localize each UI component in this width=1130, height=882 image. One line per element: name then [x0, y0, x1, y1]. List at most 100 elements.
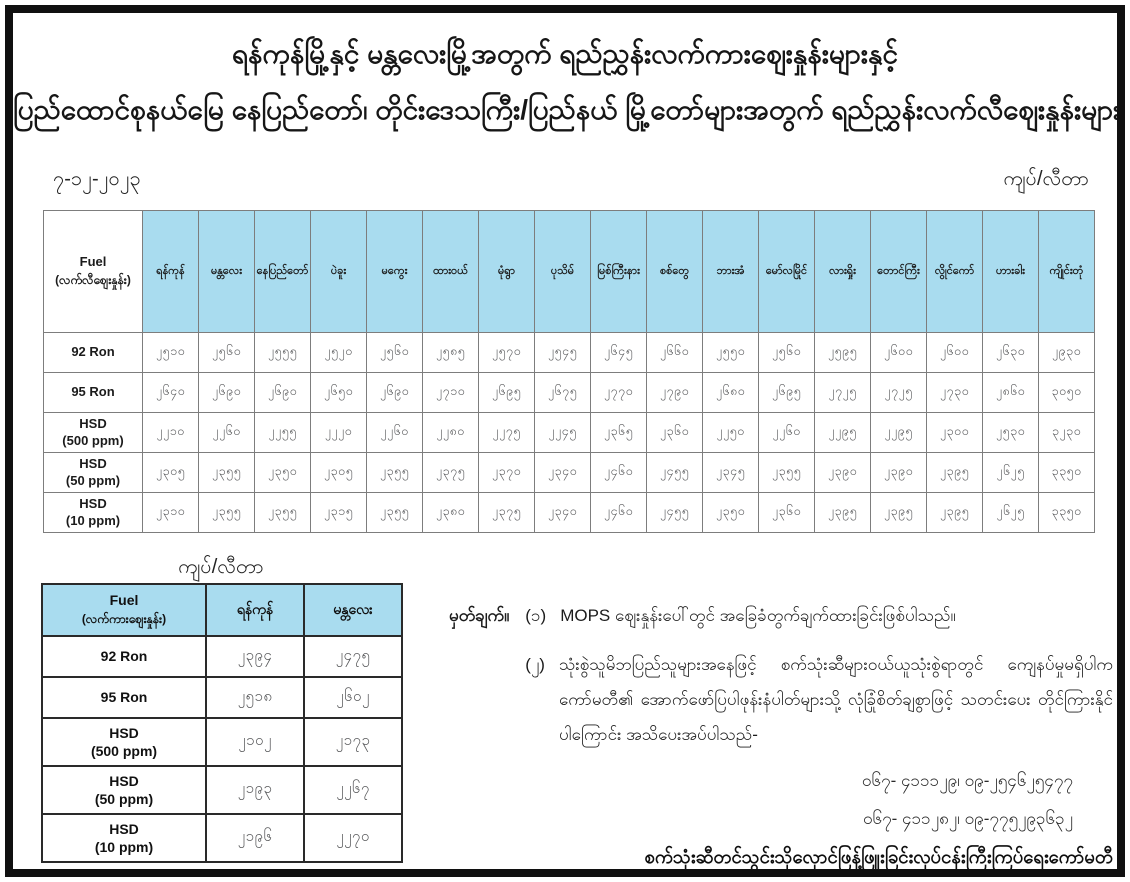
city-column-header: မကွေး — [366, 210, 423, 333]
price-cell: ၂၃၈၀ — [422, 492, 479, 533]
note-1-text: MOPS ဈေးနှုန်းပေါ်တွင် အခြေခံတွက်ချက်ထား… — [560, 606, 956, 625]
table-row: 92 Ron ၂၅၁၀ ၂၅၆၀ ၂၅၅၅ ၂၅၂၀ ၂၅၆၀ ၂၅၈၅ ၂၅၇၀ ၂၅၄၅ ၂၆… — [43, 332, 1095, 373]
price-cell: ၂၅၆၀ — [366, 332, 423, 373]
price-cell: ၂၃၅၀ — [254, 452, 311, 493]
price-cell: ၂၅၈၅ — [422, 332, 479, 373]
price-cell: ၃၃၅၀ — [1038, 452, 1095, 493]
price-cell: ၂၂၄၅ — [534, 412, 591, 453]
price-cell: ၂၃၆၀ — [646, 412, 703, 453]
city-column-header: တောင်ကြီး — [870, 210, 927, 333]
title-line-2: ပြည်ထောင်စုနယ်မြေ နေပြည်တော်၊ တိုင်းဒေသက… — [13, 94, 1117, 125]
price-cell: ၂၄၇၅ — [303, 635, 403, 678]
price-cell: ၂၃၅၀ — [702, 492, 759, 533]
price-cell: ၂၃၇၀ — [478, 452, 535, 493]
price-cell: ၂၃၉၄ — [205, 635, 305, 678]
price-cell: ၂၆၀၀ — [926, 332, 983, 373]
price-cell: ၂၆၄၀ — [142, 372, 199, 413]
city-column-header: မြစ်ကြီးနား — [590, 210, 647, 333]
price-cell: ၂၅၃၀ — [982, 412, 1039, 453]
price-cell: ၂၅၉၅ — [814, 332, 871, 373]
price-cell: ၂၇၃၀ — [926, 372, 983, 413]
city-column-header: ရန်ကုန် — [205, 583, 305, 637]
price-cell: ၂၆၂၅ — [982, 452, 1039, 493]
city-column-header: ထားဝယ် — [422, 210, 479, 333]
fuel-label: 92 Ron — [41, 635, 207, 678]
committee-name: စက်သုံးဆီတင်သွင်းသိုလှောင်ဖြန့်ဖြူးခြင်း… — [644, 846, 1113, 867]
city-column-header: နေပြည်တော် — [254, 210, 311, 333]
price-cell: ၂၂၆၇ — [303, 765, 403, 815]
price-cell: ၂၅၁၀ — [142, 332, 199, 373]
city-column-header: ဘားအံ — [702, 210, 759, 333]
price-cell: ၂၆၅၀ — [310, 372, 367, 413]
price-cell: ၂၆၆၀ — [646, 332, 703, 373]
fuel-label: HSD (500 ppm) — [43, 412, 143, 453]
price-cell: ၂၃၇၅ — [422, 452, 479, 493]
price-cell: ၂၇၂၅ — [814, 372, 871, 413]
city-column-header: လွိုင်ကော် — [926, 210, 983, 333]
city-column-header: ရန်ကုန် — [142, 210, 199, 333]
price-cell: ၂၃၅၅ — [366, 492, 423, 533]
note-1-number: (၁) — [525, 606, 547, 625]
price-cell: ၂၈၆၀ — [982, 372, 1039, 413]
note-2-text: သုံးစွဲသူမိဘပြည်သူများအနေဖြင့် စက်သုံးဆီ… — [558, 655, 1113, 744]
note-item-2: မှတ်ချက်။ (၂) သုံးစွဲသူမိဘပြည်သူများအနေဖ… — [449, 647, 1113, 752]
price-cell: ၂၆၉၀ — [254, 372, 311, 413]
fuel-column-header: Fuel (လက်ကားဈေးနှုန်း) — [41, 583, 207, 637]
city-column-header: မုံရွာ — [478, 210, 535, 333]
price-cell: ၂၃၉၅ — [926, 492, 983, 533]
table-row: HSD (50 ppm) ၂၁၉၃ ၂၂၆၇ — [41, 765, 403, 815]
price-cell: ၂၂၆၀ — [758, 412, 815, 453]
fuel-label: HSD (500 ppm) — [41, 717, 207, 767]
price-cell: ၂၂၉၅ — [870, 412, 927, 453]
price-cell: ၂၃၉၅ — [814, 492, 871, 533]
price-cell: ၂၅၆၀ — [198, 332, 255, 373]
price-cell: ၂၃၅၅ — [254, 492, 311, 533]
price-cell: ၂၅၅၅ — [254, 332, 311, 373]
price-cell: ၂၅၆၀ — [758, 332, 815, 373]
price-cell: ၃၃၅၀ — [1038, 492, 1095, 533]
price-cell: ၂၃၉၀ — [814, 452, 871, 493]
price-cell: ၂၃၉၅ — [926, 452, 983, 493]
fuel-label: 95 Ron — [43, 372, 143, 413]
price-cell: ၂၃၄၅ — [702, 452, 759, 493]
price-cell: ၂၁၉၃ — [205, 765, 305, 815]
fuel-price-notice: ရန်ကုန်မြို့နှင့် မန္တလေးမြို့အတွက် ရည်ည… — [5, 5, 1125, 877]
note-item-1: မှတ်ချက်။ (၁) MOPS ဈေးနှုန်းပေါ်တွင် အခြ… — [449, 601, 1113, 631]
price-cell: ၂၅၁၈ — [205, 676, 305, 719]
table-row: 95 Ron ၂၅၁၈ ၂၆၀၂ — [41, 676, 403, 719]
price-cell: ၃၀၅၀ — [1038, 372, 1095, 413]
price-cell: ၂၃၄၀ — [534, 492, 591, 533]
date: ၇-၁၂-၂၀၂၃ — [53, 168, 141, 190]
city-column-header: စစ်တွေ — [646, 210, 703, 333]
price-cell: ၂၄၆၀ — [590, 452, 647, 493]
price-cell: ၂၅၇၀ — [478, 332, 535, 373]
price-cell: ၂၆၈၀ — [702, 372, 759, 413]
fuel-column-header: Fuel (လက်လီဈေးနှုန်း) — [43, 210, 143, 333]
price-cell: ၂၃၀၀ — [926, 412, 983, 453]
city-column-header: မော်လမြိုင် — [758, 210, 815, 333]
price-cell: ၂၂၆၀ — [198, 412, 255, 453]
price-cell: ၂၃၁၅ — [310, 492, 367, 533]
table-row: HSD (500 ppm) ၂၁၀၂ ၂၁၇၃ — [41, 717, 403, 767]
price-cell: ၂၃၁၀ — [142, 492, 199, 533]
unit-label-retail: ကျပ်/လီတာ — [1003, 168, 1089, 190]
price-cell: ၂၅၄၅ — [534, 332, 591, 373]
phone-line-2: ၀၆၇- ၄၁၁၂၈၂၊ ၀၉-၇၇၅၂၉၃၆၃၂ — [862, 809, 1073, 828]
note-label: မှတ်ချက်။ — [449, 606, 510, 625]
price-cell: ၂၃၅၅ — [198, 452, 255, 493]
price-cell: ၂၂၉၅ — [814, 412, 871, 453]
fuel-label: HSD (50 ppm) — [41, 765, 207, 815]
wholesale-price-table: Fuel (လက်ကားဈေးနှုန်း) ရန်ကုန် မန္တလေး 92 Ro… — [41, 583, 403, 863]
wholesale-table-container: Fuel (လက်ကားဈေးနှုန်း) ရန်ကုန် မန္တလေး 92 Ro… — [41, 583, 403, 863]
price-cell: ၂၅၂၀ — [310, 332, 367, 373]
city-column-header: လားရှိုး — [814, 210, 871, 333]
note-2-number: (၂) — [525, 655, 545, 674]
price-cell: ၂၃၆၅ — [590, 412, 647, 453]
fuel-label: HSD (10 ppm) — [41, 813, 207, 863]
price-cell: ၂၉၃၀ — [1038, 332, 1095, 373]
table-row: HSD (10 ppm) ၂၃၁၀ ၂၃၅၅ ၂၃၅၅ ၂၃၁၅ ၂၃၅၅ ၂၃၈၀ ၂၃၇၅၂… — [43, 492, 1095, 533]
price-cell: ၂၃၀၅ — [310, 452, 367, 493]
price-cell: ၂၂၇၅ — [478, 412, 535, 453]
price-cell: ၂၂၅၀ — [702, 412, 759, 453]
price-cell: ၂၄၅၅ — [646, 452, 703, 493]
